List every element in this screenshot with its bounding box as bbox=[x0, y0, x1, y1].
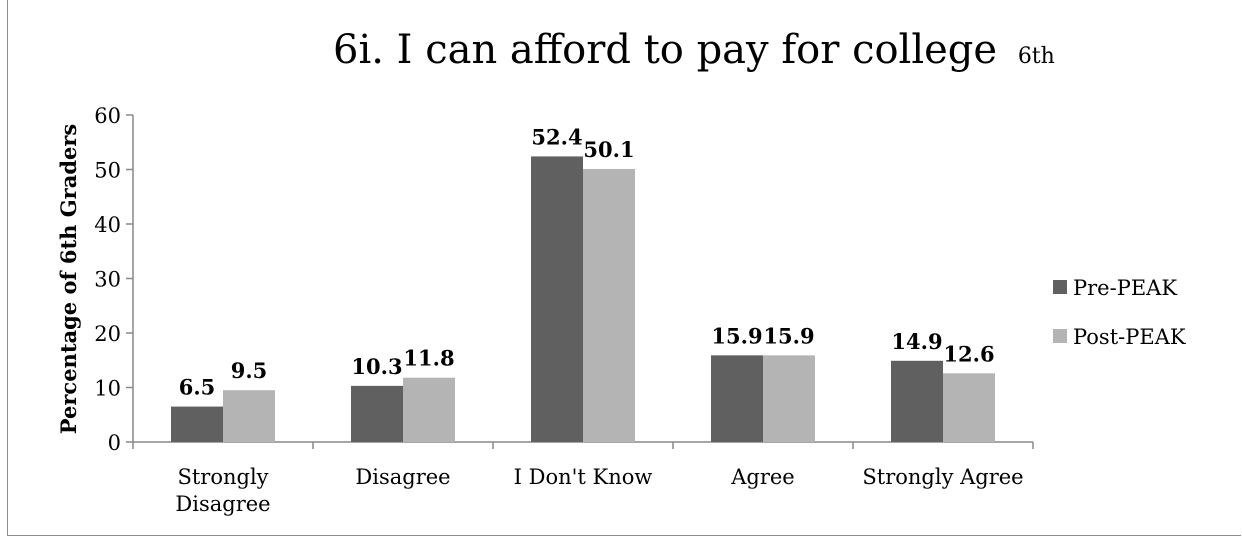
bar bbox=[583, 168, 635, 442]
data-label: 12.6 bbox=[943, 341, 994, 366]
bar bbox=[351, 385, 403, 442]
y-tick-label: 20 bbox=[94, 322, 121, 346]
data-label: 10.3 bbox=[351, 354, 402, 379]
x-axis-ticks: Strongly Disagree Disagree I Don't Know Agre… bbox=[132, 442, 1034, 516]
data-label: 14.9 bbox=[891, 329, 942, 354]
bar bbox=[223, 390, 275, 442]
legend-swatch bbox=[1053, 329, 1067, 343]
x-tick-label: Agree bbox=[730, 465, 795, 489]
x-tick-label: Strongly Agree bbox=[862, 465, 1023, 489]
y-axis-label: Percentage of 6th Graders bbox=[56, 124, 81, 435]
data-label: 9.5 bbox=[231, 358, 268, 383]
bar bbox=[891, 360, 943, 442]
bar bbox=[403, 377, 455, 442]
legend-label: Pre-PEAK bbox=[1073, 276, 1177, 300]
bar bbox=[171, 406, 223, 442]
data-label: 15.9 bbox=[711, 323, 762, 348]
y-tick-label: 10 bbox=[94, 377, 121, 401]
data-label: 6.5 bbox=[179, 375, 216, 400]
bars bbox=[171, 156, 995, 443]
x-tick-label: Strongly Disagree bbox=[175, 465, 270, 516]
bar bbox=[943, 373, 995, 442]
y-tick-label: 0 bbox=[108, 431, 121, 455]
chart-title: 6i. I can afford to pay for college 6th bbox=[333, 27, 1055, 73]
data-label: 11.8 bbox=[403, 346, 454, 371]
bar bbox=[711, 355, 763, 442]
data-label: 52.4 bbox=[531, 124, 582, 149]
x-tick-label: Disagree bbox=[355, 465, 450, 489]
x-tick-label: I Don't Know bbox=[514, 465, 653, 489]
data-label: 50.1 bbox=[583, 137, 634, 162]
chart-title-suffix: 6th bbox=[1018, 44, 1055, 69]
legend-swatch bbox=[1053, 280, 1067, 294]
y-tick-label: 50 bbox=[94, 159, 121, 183]
data-label: 15.9 bbox=[763, 323, 814, 348]
data-labels: 6.5 10.3 52.4 15.9 14.9 9.5 11.8 50.1 15.9 12.6 bbox=[179, 124, 995, 399]
legend: Pre-PEAK Post-PEAK bbox=[1053, 276, 1186, 349]
y-tick-label: 30 bbox=[94, 268, 121, 292]
y-tick-label: 60 bbox=[94, 104, 121, 128]
y-tick-label: 40 bbox=[94, 213, 121, 237]
legend-label: Post-PEAK bbox=[1073, 325, 1186, 349]
bar bbox=[763, 355, 815, 442]
y-axis-ticks: 0 10 20 30 40 50 60 bbox=[94, 104, 133, 455]
bar bbox=[531, 156, 583, 443]
chart-title-main: 6i. I can afford to pay for college bbox=[333, 27, 997, 73]
